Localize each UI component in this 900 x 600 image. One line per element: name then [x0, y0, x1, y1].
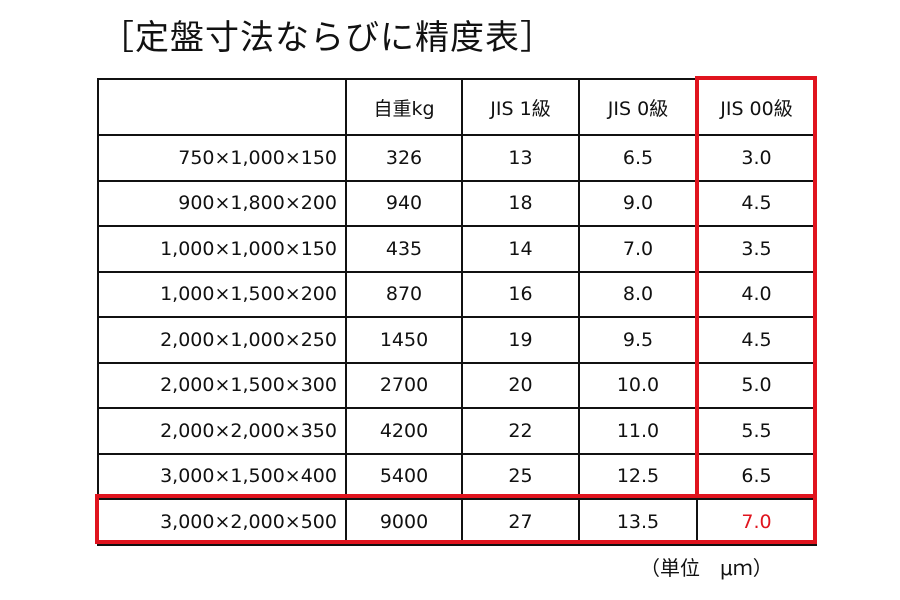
- table-cell: 3,000×2,000×500: [97, 498, 347, 546]
- table-cell: 16: [461, 270, 580, 318]
- table-cell: 870: [345, 270, 463, 318]
- table-cell: 3.5: [696, 225, 817, 273]
- table-cell: 20: [461, 361, 580, 409]
- table-cell: 2700: [345, 361, 463, 409]
- table-cell: 13: [461, 134, 580, 182]
- table-cell: 4.5: [696, 179, 817, 227]
- table-cell: 900×1,800×200: [97, 179, 347, 227]
- table-cell: 27: [461, 498, 580, 546]
- table-cell: 25: [461, 452, 580, 500]
- table-cell: 1450: [345, 316, 463, 364]
- data-row: 750×1,000×150 326 13 6.5 3.0: [97, 134, 817, 182]
- data-row: 1,000×1,500×200 870 16 8.0 4.0: [97, 270, 817, 318]
- table-cell: 19: [461, 316, 580, 364]
- table-cell: 940: [345, 179, 463, 227]
- table-cell: 8.0: [578, 270, 698, 318]
- header-cell: 自重kg: [345, 78, 463, 136]
- table-cell: 4200: [345, 407, 463, 455]
- table-cell: 4.5: [696, 316, 817, 364]
- spec-table: 自重kg JIS 1級 JIS 0級 JIS 00級 750×1,000×150 326 1…: [97, 78, 817, 546]
- table-cell: 2,000×1,500×300: [97, 361, 347, 409]
- table-cell: 3,000×1,500×400: [97, 452, 347, 500]
- table-cell: 9.5: [578, 316, 698, 364]
- table-cell: 7.0: [578, 225, 698, 273]
- table-cell: 435: [345, 225, 463, 273]
- data-row: 3,000×1,500×400 5400 25 12.5 6.5: [97, 452, 817, 500]
- table-cell: 13.5: [578, 498, 698, 546]
- table-cell: 22: [461, 407, 580, 455]
- table-cell: 18: [461, 179, 580, 227]
- table-cell: 5.5: [696, 407, 817, 455]
- table-cell: 2,000×1,000×250: [97, 316, 347, 364]
- table-cell: 5400: [345, 452, 463, 500]
- table-cell: 11.0: [578, 407, 698, 455]
- data-row: 2,000×2,000×350 4200 22 11.0 5.5: [97, 407, 817, 455]
- table-cell: 326: [345, 134, 463, 182]
- data-row: 2,000×1,000×250 1450 19 9.5 4.5: [97, 316, 817, 364]
- table-cell: 9.0: [578, 179, 698, 227]
- table-cell: 6.5: [696, 452, 817, 500]
- table-cell: 7.0: [696, 498, 817, 546]
- unit-note: （単位 μｍ）: [640, 556, 773, 580]
- table-cell: 1,000×1,000×150: [97, 225, 347, 273]
- data-row: 3,000×2,000×500 9000 27 13.5 7.0: [97, 498, 817, 546]
- header-cell: JIS 0級: [578, 78, 698, 136]
- header-row: 自重kg JIS 1級 JIS 0級 JIS 00級: [97, 78, 817, 136]
- table-cell: 2,000×2,000×350: [97, 407, 347, 455]
- data-row: 1,000×1,000×150 435 14 7.0 3.5: [97, 225, 817, 273]
- title: ［定盤寸法ならびに精度表］: [100, 18, 555, 58]
- data-row: 2,000×1,500×300 2700 20 10.0 5.0: [97, 361, 817, 409]
- table-cell: 4.0: [696, 270, 817, 318]
- table-cell: 6.5: [578, 134, 698, 182]
- table-cell: 12.5: [578, 452, 698, 500]
- table-cell: 14: [461, 225, 580, 273]
- table-cell: 3.0: [696, 134, 817, 182]
- table-cell: 1,000×1,500×200: [97, 270, 347, 318]
- header-cell: [97, 78, 347, 136]
- header-cell: JIS 00級: [696, 78, 817, 136]
- header-cell: JIS 1級: [461, 78, 580, 136]
- table-cell: 5.0: [696, 361, 817, 409]
- table-cell: 750×1,000×150: [97, 134, 347, 182]
- data-row: 900×1,800×200 940 18 9.0 4.5: [97, 179, 817, 227]
- table-cell: 10.0: [578, 361, 698, 409]
- table-cell: 9000: [345, 498, 463, 546]
